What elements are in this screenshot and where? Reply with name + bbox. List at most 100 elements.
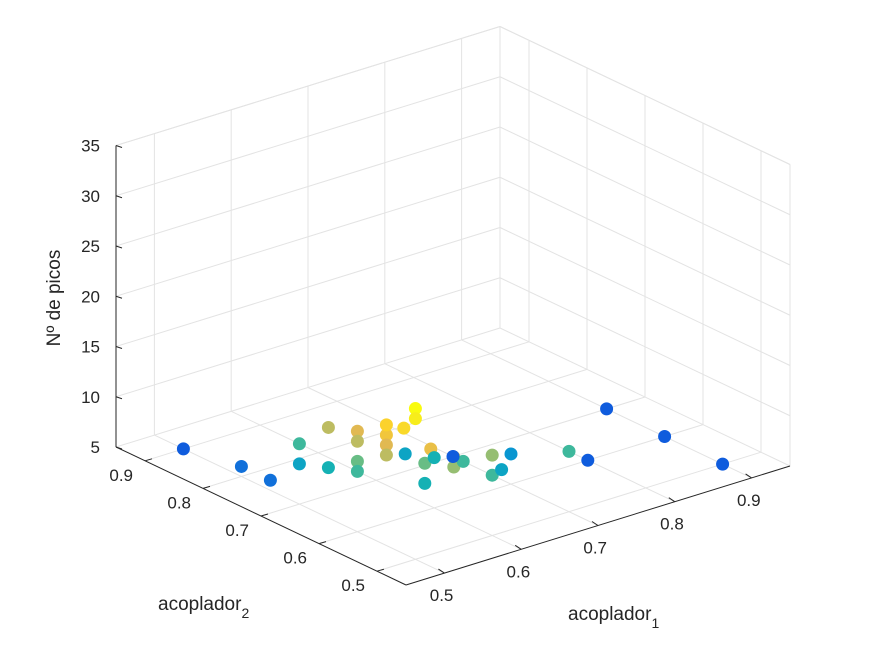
x-tick-label: 0.9 (737, 491, 761, 510)
y-axis-label: acoplador2 (158, 594, 249, 621)
data-point (562, 444, 576, 458)
z-tick-mark (115, 446, 123, 450)
x-tick-label: 0.7 (583, 539, 607, 558)
y-tick-label: 0.9 (109, 466, 133, 485)
side-gridline-z (499, 227, 791, 366)
z-axis-label: Nº de picos (44, 250, 65, 347)
x-tick-mark (668, 497, 676, 503)
back-gridline-z (115, 327, 501, 448)
y-tick-mark (260, 513, 269, 517)
y-tick-label: 0.5 (341, 576, 365, 595)
z-tick-label: 15 (81, 338, 100, 357)
y-tick-labels: 0.5 0.6 0.7 0.8 0.9 (109, 466, 365, 595)
y-tick-label: 0.7 (225, 521, 249, 540)
z-tick-mark (115, 245, 123, 249)
data-points (176, 402, 730, 490)
box-edge (115, 26, 501, 146)
x-axis-label-main: acoplador (568, 604, 652, 625)
data-point (263, 473, 277, 487)
data-point (379, 438, 393, 452)
x-tick-mark (591, 521, 599, 526)
x-tick-labels: 0.5 0.6 0.7 0.8 0.9 (430, 491, 761, 605)
data-point (176, 442, 190, 456)
back-gridline-z (115, 227, 501, 347)
data-point (600, 402, 614, 416)
z-tick-mark (115, 195, 123, 199)
x-axis-label: acoplador1 (568, 604, 659, 631)
z-tick-mark (115, 396, 123, 400)
y-tick-label: 0.6 (283, 549, 307, 568)
data-point (398, 447, 412, 461)
data-point (350, 464, 364, 478)
data-point (350, 424, 364, 438)
data-point (485, 448, 499, 462)
z-tick-mark (115, 346, 123, 349)
back-gridline-z (115, 277, 501, 398)
z-tick-mark (115, 145, 123, 148)
x-tick-mark (514, 544, 522, 550)
z-tick-label: 35 (81, 137, 100, 156)
data-point (234, 459, 248, 473)
side-gridline-z (499, 277, 791, 417)
axis-lines (115, 145, 791, 586)
z-tick-label: 20 (81, 287, 100, 306)
z-tick-mark (115, 295, 123, 299)
data-point (485, 468, 499, 482)
x-axis-label-subscript: 1 (651, 615, 659, 631)
side-gridline-z (499, 176, 791, 316)
data-point (418, 476, 432, 490)
floor-gridline-y (376, 451, 762, 572)
x-tick-label: 0.5 (430, 586, 454, 605)
data-point (495, 463, 509, 477)
x-tick-mark (745, 473, 752, 479)
data-point (292, 437, 306, 451)
data-point (350, 434, 364, 448)
data-point (418, 456, 432, 470)
data-point (408, 402, 422, 416)
x-tick-mark (438, 568, 445, 574)
data-point (716, 457, 730, 471)
data-point (379, 448, 393, 462)
floor-gridline-y (318, 424, 704, 545)
data-point (379, 428, 393, 442)
data-point (427, 451, 441, 465)
side-gridline-z (499, 126, 791, 266)
y-tick-mark (144, 458, 153, 462)
data-point (292, 457, 306, 471)
data-point (658, 430, 672, 443)
data-point (321, 461, 335, 475)
data-point (350, 454, 364, 468)
y-tick-mark (376, 568, 385, 572)
data-point (581, 453, 595, 467)
data-point (447, 460, 461, 474)
data-point (397, 421, 411, 435)
floor-gridline-y (144, 341, 530, 462)
data-point (446, 450, 460, 463)
z-tick-labels: 5 10 15 20 25 30 35 (81, 137, 100, 458)
z-tick-label: 10 (81, 388, 100, 407)
y-axis-label-main: acoplador (158, 594, 242, 615)
data-point (321, 420, 335, 434)
y-tick-mark (318, 541, 327, 545)
back-gridline-z (115, 126, 501, 247)
back-gridline-z (115, 76, 501, 197)
z-tick-label: 5 (91, 438, 100, 457)
y-tick-label: 0.8 (167, 493, 191, 512)
z-tick-label: 30 (81, 187, 100, 206)
box-edge (499, 26, 791, 165)
x-tick-label: 0.8 (660, 515, 684, 534)
data-point (379, 418, 393, 432)
data-point (504, 447, 518, 461)
floor-gridline-y (202, 368, 588, 489)
z-tick-label: 25 (81, 237, 100, 256)
side-wall-grid (499, 26, 791, 467)
side-gridline-z (499, 327, 791, 467)
y-axis-label-subscript: 2 (241, 605, 249, 621)
side-gridline-z (499, 76, 791, 216)
y-tick-mark (202, 485, 211, 489)
x-tick-label: 0.6 (507, 562, 531, 581)
data-point (456, 454, 470, 468)
back-wall-grid (115, 26, 791, 466)
